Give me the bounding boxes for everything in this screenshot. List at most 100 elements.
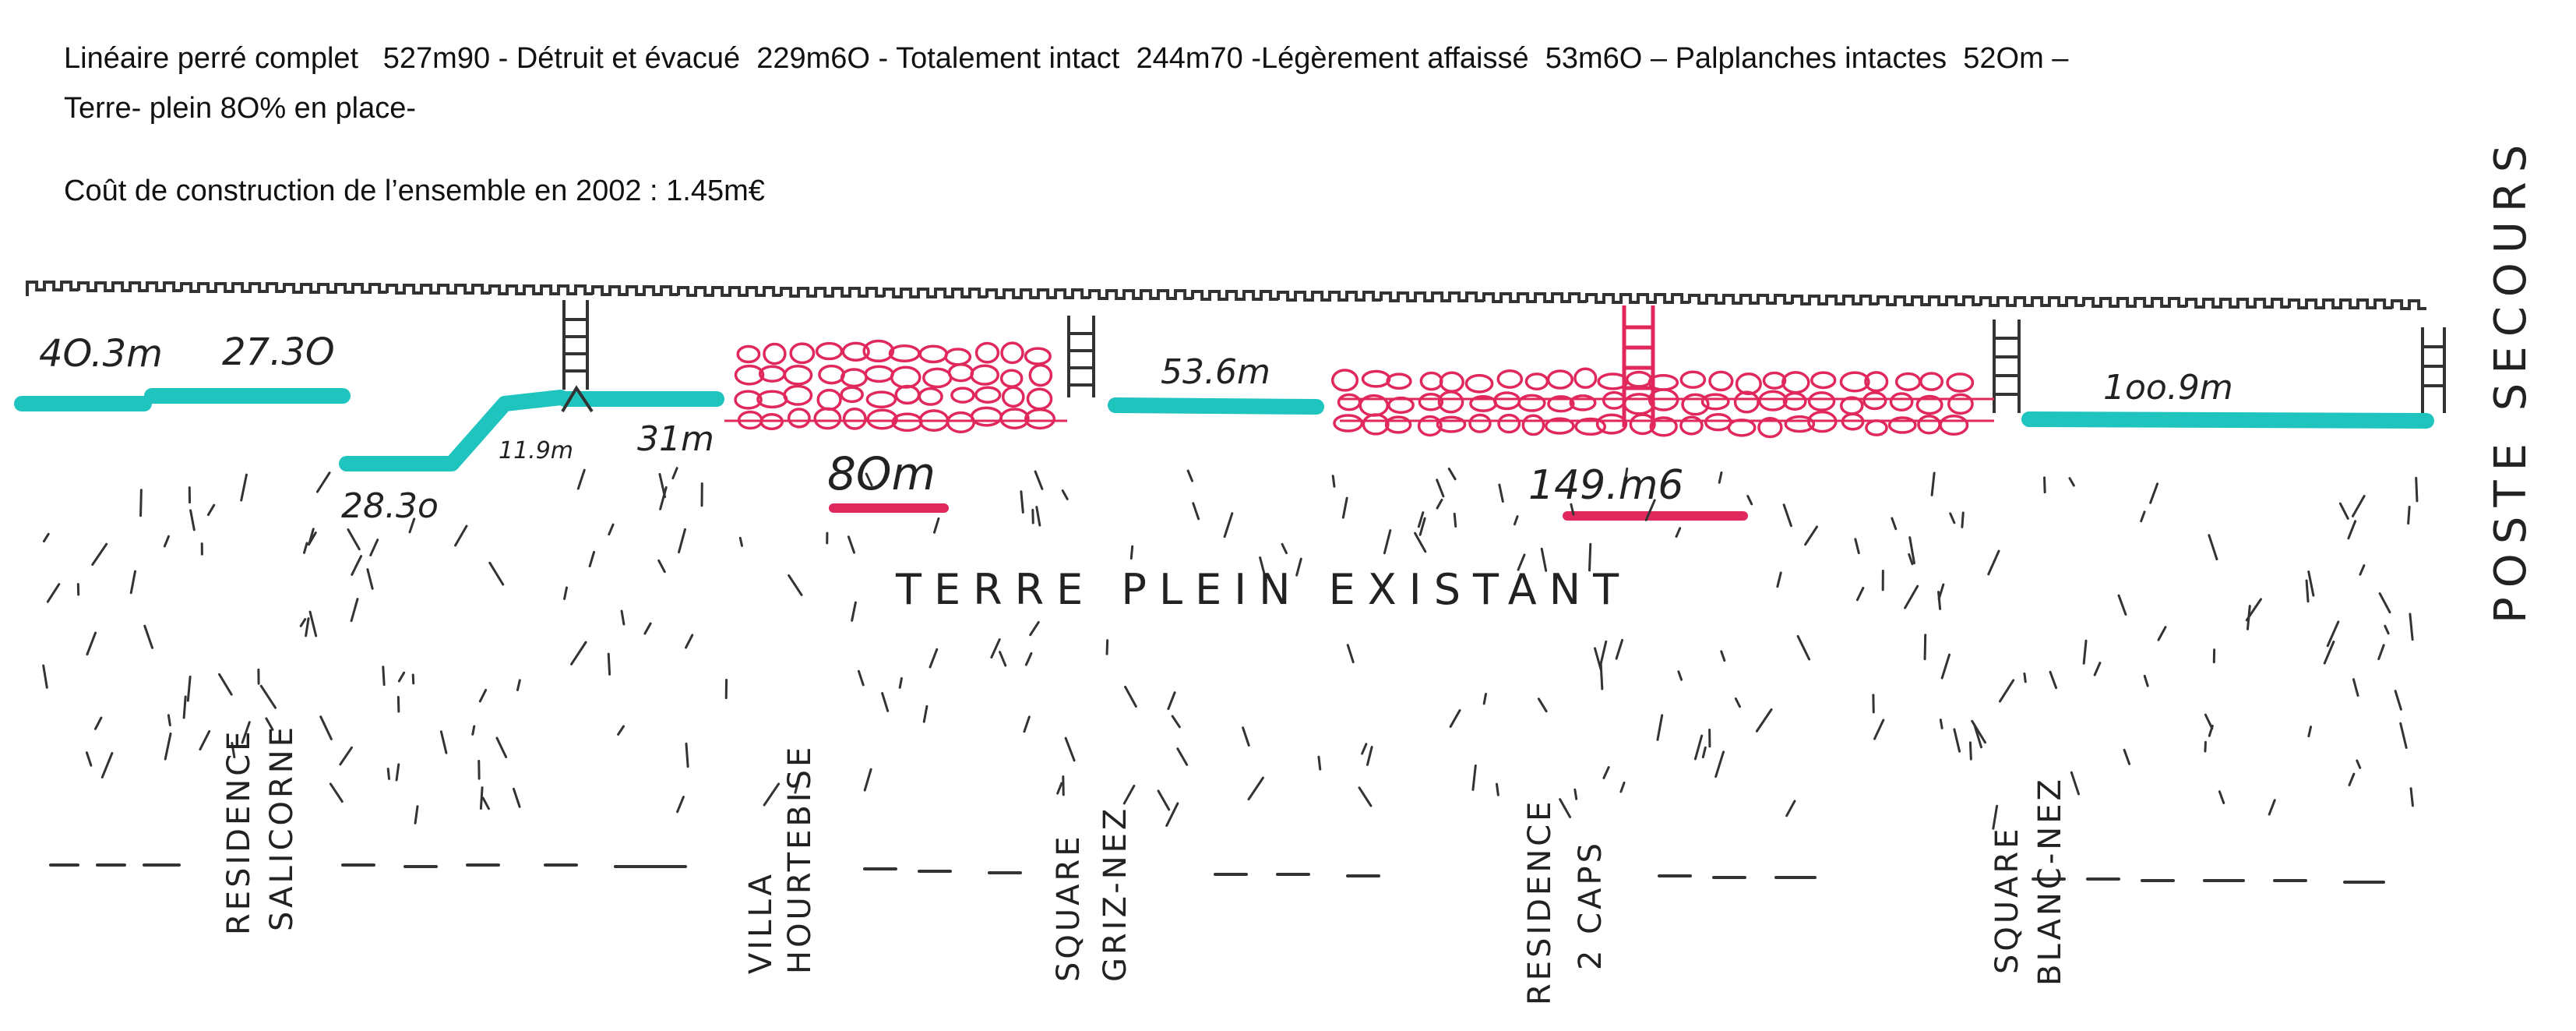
hatch-mark (129, 570, 136, 595)
hatch-mark (2384, 624, 2390, 635)
hatch-mark (2123, 748, 2131, 765)
rubble-stone (1762, 371, 1787, 390)
hatch-mark (366, 568, 374, 590)
rubble-stone (1026, 387, 1053, 411)
rubble-stone (1865, 419, 1888, 436)
hatch-mark (408, 517, 416, 534)
poste-secours-label: POSTE SECOURS (2486, 136, 2536, 623)
hatch-mark (1034, 470, 1044, 490)
rubble-stone (1679, 370, 1707, 389)
hatch-mark (454, 524, 468, 547)
hatch-mark (2326, 620, 2340, 648)
hatch-mark (1992, 804, 1999, 830)
hatch-mark (2352, 678, 2359, 697)
hatch-mark (85, 751, 93, 767)
rubble-stone (918, 387, 943, 406)
rubble-stone (1574, 417, 1606, 436)
rubble-stone (1437, 390, 1464, 414)
rubble-stone (1781, 371, 1810, 394)
hatch-mark (1908, 553, 1914, 566)
hatch-mark (1281, 542, 1288, 555)
place-square-griz-nez-line2: GRIZ-NEZ (1098, 806, 1133, 982)
hatch-mark (1537, 697, 1548, 713)
rubble-stone (1361, 369, 1391, 388)
rubble-stone (1810, 371, 1837, 390)
hatch-mark (1619, 781, 1626, 793)
hatch-mark (512, 787, 521, 808)
rubble-stone (1784, 415, 1816, 433)
ladder-1 (562, 300, 589, 390)
hatch-mark (1599, 640, 1608, 667)
rubble-stone (1387, 396, 1415, 415)
hatch-mark (678, 528, 686, 554)
hatch-mark (1020, 490, 1024, 514)
hatch-mark (167, 714, 171, 726)
hatch-mark (851, 601, 857, 622)
hatch-mark (1588, 542, 1592, 572)
hatch-mark (329, 782, 344, 803)
hatch-mark (1317, 755, 1322, 771)
hatch-mark (481, 796, 490, 810)
rubble-stone (1887, 416, 1917, 434)
ladder-2 (1067, 316, 1095, 397)
rubble-stone (1625, 370, 1653, 388)
segment-length-4: 11.9m (499, 437, 573, 464)
hatch-mark (351, 555, 363, 576)
hatch-mark (1940, 653, 1951, 680)
rubble-stone (1337, 393, 1362, 411)
hatch-mark (794, 780, 800, 794)
rubble-stone (862, 339, 895, 363)
hatch-mark (2307, 726, 2313, 738)
hatch-mark (898, 676, 903, 689)
place-residence-2-caps-line1: RESIDENCE (1522, 799, 1558, 1005)
hatch-mark (1656, 714, 1664, 741)
rubble-stone (1386, 373, 1412, 390)
place-residence-salicorne-line1: RESIDENCE (221, 729, 257, 935)
hatch-mark (1734, 697, 1741, 708)
hatch-mark (86, 631, 97, 656)
hatch-mark (315, 471, 331, 493)
hatch-mark (2218, 790, 2225, 804)
hatch-mark (91, 542, 108, 567)
hatch-mark (1891, 517, 1898, 531)
summary-line-1: Linéaire perré complet 527m90 - Détruit … (64, 42, 2069, 75)
place-villa-hourtebise-line2: HOURTEBISE (782, 744, 818, 974)
hatch-mark (143, 624, 154, 649)
hatch-mark (206, 503, 216, 517)
rubble-stone (1735, 373, 1762, 396)
rubble-stone (1939, 414, 1969, 436)
hatch-mark (607, 652, 611, 676)
rubble-stone (918, 344, 948, 364)
hatch-mark (319, 715, 333, 740)
rubble-stone (787, 408, 811, 429)
hatch-mark (1242, 726, 1250, 747)
hatch-mark (617, 725, 625, 736)
hatch-mark (189, 509, 196, 531)
rubble-stone (1946, 373, 1975, 393)
hatch-mark (1559, 798, 1572, 818)
rubble-stone (1544, 417, 1575, 435)
rubble-stone (1862, 391, 1887, 411)
hatch-mark (570, 641, 587, 666)
hatch-mark (1331, 475, 1336, 488)
place-square-blanc-nez-line2: BLANC-NEZ (2032, 776, 2068, 986)
hatch-mark (1644, 499, 1656, 521)
rubble-stone (1864, 371, 1889, 393)
hatch-mark (1937, 591, 1942, 610)
rubble-stone (1917, 415, 1941, 435)
hatch-mark (2068, 477, 2075, 487)
hatch-mark (241, 721, 251, 744)
rubble-stone (1024, 408, 1056, 430)
cost-line: Coût de construction de l’ensemble en 20… (64, 175, 765, 207)
hatch-mark (1482, 693, 1487, 705)
rubble-stone (974, 386, 1002, 404)
hatch-mark (2305, 579, 2310, 603)
sag-mark (561, 385, 594, 413)
rubble-stone (840, 386, 864, 404)
hatch-mark (1056, 782, 1063, 795)
rubble-stone (759, 413, 784, 431)
rubble-stone (1807, 391, 1836, 411)
hatch-mark (182, 695, 187, 719)
rubble-stone (999, 369, 1024, 388)
rubble-stone (1679, 415, 1704, 436)
